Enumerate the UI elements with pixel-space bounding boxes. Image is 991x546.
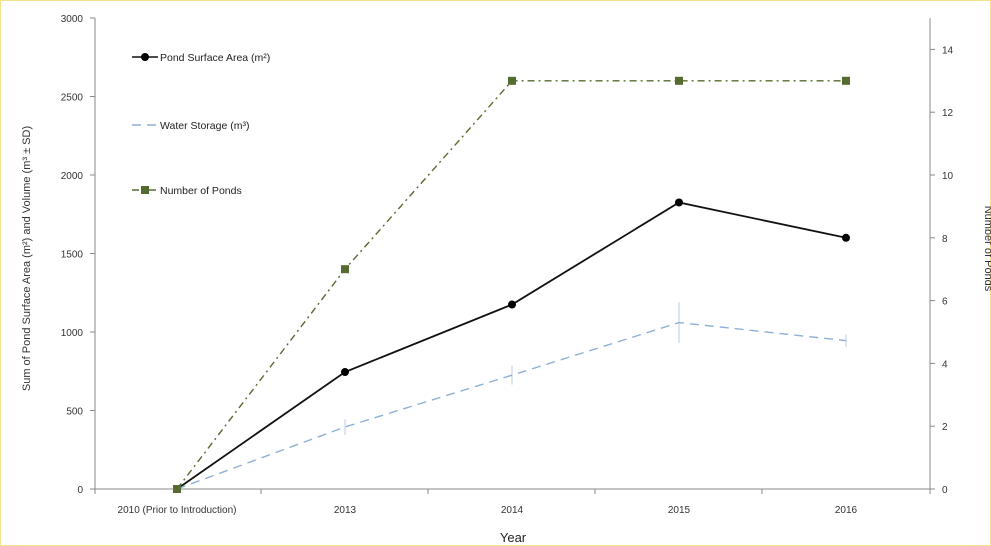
y2-tick-label: 8 xyxy=(942,234,948,245)
data-point xyxy=(173,485,181,493)
axes-group: 0 500 1000 1500 2000 2500 3000 0 2 4 6 8 10 12 14 2010 … xyxy=(61,14,954,516)
legend-marker xyxy=(141,186,149,194)
y2-tick-label: 6 xyxy=(942,297,948,308)
legend-label: Pond Surface Area (m²) xyxy=(160,52,270,64)
legend-label: Number of Ponds xyxy=(160,185,242,197)
legend: Pond Surface Area (m²) Water Storage (m³)… xyxy=(132,52,270,197)
series-layer xyxy=(173,76,850,493)
y-tick-label: 2500 xyxy=(61,93,84,104)
y-tick-label: 500 xyxy=(66,407,83,418)
y-tick-label: 3000 xyxy=(61,14,84,25)
data-point xyxy=(842,233,850,242)
y2-tick-label: 14 xyxy=(942,45,954,56)
x-axis-title: Year xyxy=(500,530,527,545)
y2-tick-label: 12 xyxy=(942,108,954,119)
data-point xyxy=(341,265,349,274)
series-0 xyxy=(173,198,850,493)
y2-tick-label: 4 xyxy=(942,359,948,370)
series-line xyxy=(176,80,846,490)
data-point xyxy=(508,300,516,309)
series-2 xyxy=(173,76,850,493)
x-tick-label: 2010 (Prior to Introduction) xyxy=(118,505,237,516)
legend-label: Water Storage (m³) xyxy=(160,120,249,132)
data-point xyxy=(508,76,516,85)
y2-tick-label: 0 xyxy=(942,485,948,496)
legend-marker xyxy=(141,53,149,61)
series-line xyxy=(176,201,847,490)
x-tick-label: 2016 xyxy=(835,505,858,516)
y2-tick-label: 10 xyxy=(942,171,954,182)
x-tick-label: 2015 xyxy=(668,505,691,516)
y-tick-label: 0 xyxy=(77,485,83,496)
y-tick-label: 2000 xyxy=(61,171,84,182)
data-point xyxy=(675,76,683,85)
data-point xyxy=(341,368,349,377)
y-tick-label: 1000 xyxy=(61,328,84,339)
data-point xyxy=(675,198,683,207)
x-tick-label: 2014 xyxy=(501,505,524,516)
y-axis-title: Sum of Pond Surface Area (m²) and Volume… xyxy=(21,126,33,391)
y-tick-label: 1500 xyxy=(61,250,84,261)
series-line xyxy=(176,321,847,490)
x-tick-label: 2013 xyxy=(334,505,357,516)
series-1 xyxy=(176,302,847,490)
y2-tick-label: 2 xyxy=(942,422,948,433)
y2-axis-title: Number of Ponds xyxy=(982,206,991,292)
data-point xyxy=(842,76,850,85)
